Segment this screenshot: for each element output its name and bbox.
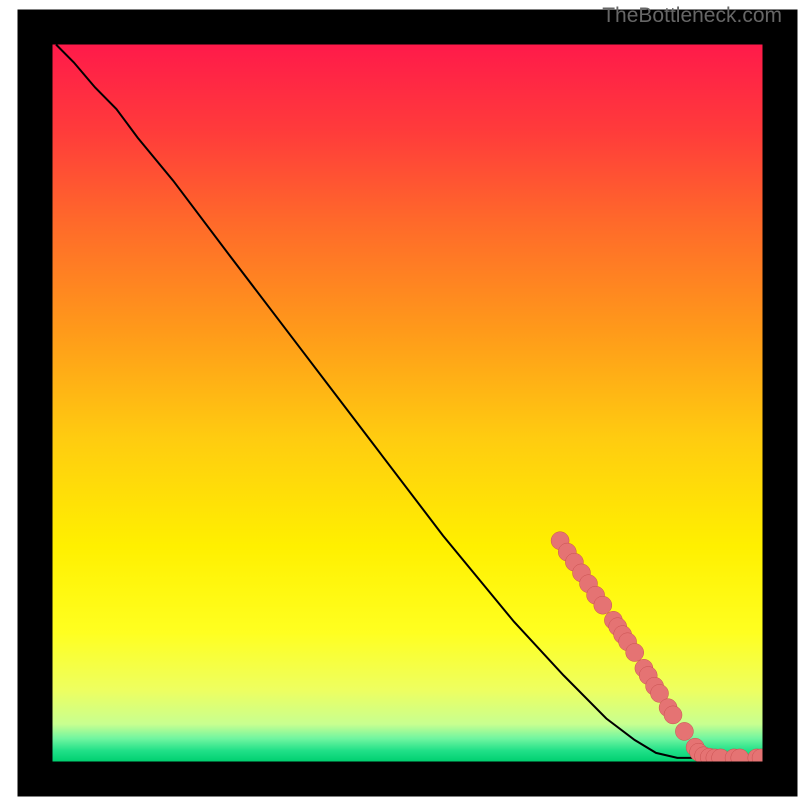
plot-area bbox=[35, 27, 780, 779]
chart-container: TheBottleneck.com bbox=[0, 0, 800, 800]
data-marker bbox=[675, 722, 693, 740]
attribution-text: TheBottleneck.com bbox=[602, 4, 782, 28]
data-marker bbox=[594, 596, 612, 614]
chart-svg bbox=[0, 0, 800, 800]
data-marker bbox=[626, 644, 644, 662]
data-marker bbox=[664, 706, 682, 724]
gradient-background bbox=[53, 45, 763, 762]
